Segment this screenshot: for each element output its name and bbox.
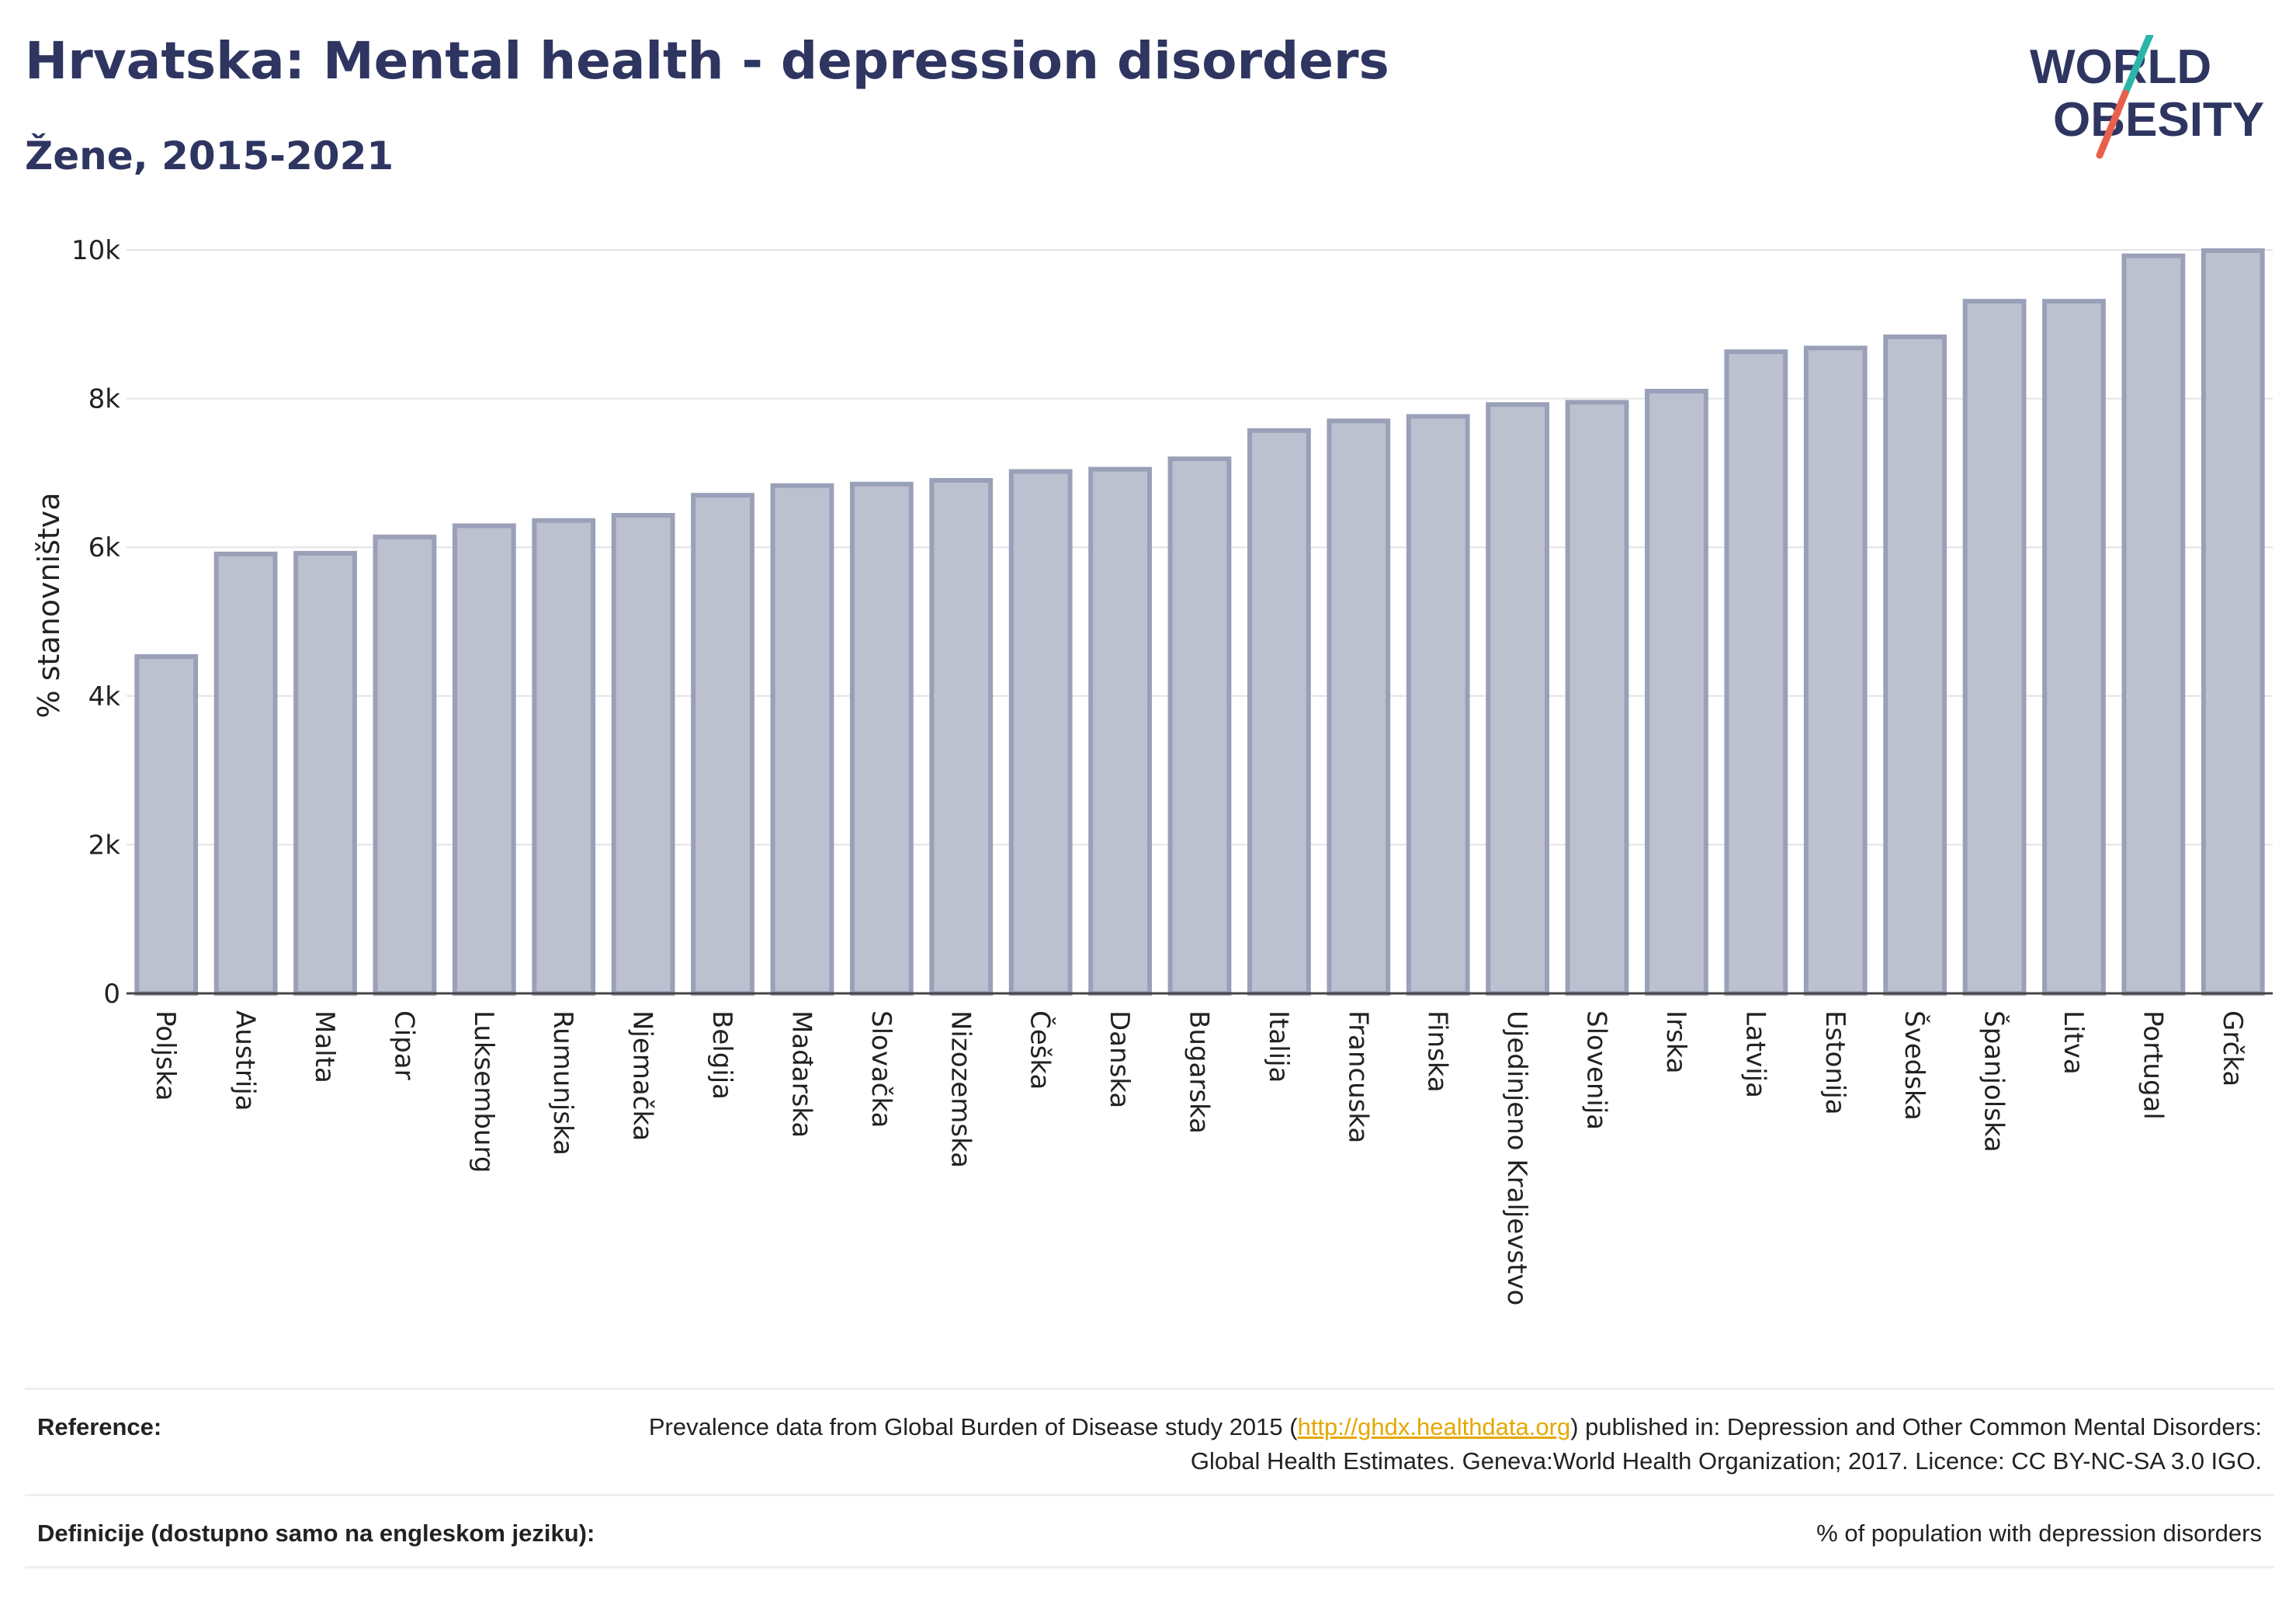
x-tick-label: Austrija: [230, 1010, 261, 1111]
world-obesity-logo: WORLD OBESITY: [2030, 35, 2264, 159]
bar: [293, 550, 357, 996]
x-tick-label: Nizozemska: [945, 1010, 976, 1168]
bar: [691, 493, 754, 996]
x-tick-label: Luksemburg: [468, 1010, 499, 1173]
y-tick-labels: 0 2k 4k 6k 8k 10k: [71, 235, 120, 1010]
reference-link[interactable]: http://ghdx.healthdata.org: [1297, 1413, 1571, 1440]
definitions-label: Definicije (dostupno samo na engleskom j…: [37, 1520, 595, 1547]
bar: [134, 654, 199, 996]
bar: [611, 513, 675, 996]
x-tick-label: Švedska: [1899, 1010, 1930, 1121]
x-tick-label: Španjolska: [1979, 1010, 2010, 1152]
bar: [1565, 400, 1629, 996]
x-tick-label: Danska: [1104, 1010, 1135, 1108]
x-tick-label: Estonija: [1819, 1010, 1850, 1115]
reference-text: Prevalence data from Global Burden of Di…: [632, 1410, 2262, 1478]
x-tick-label: Bugarska: [1184, 1010, 1215, 1134]
x-tick-label: Italija: [1263, 1010, 1294, 1083]
x-tick-label: Belgija: [706, 1010, 737, 1100]
bar: [929, 477, 994, 996]
x-tick-label: Češka: [1025, 1010, 1056, 1090]
bar: [2121, 253, 2186, 996]
x-tick-labels: Poljska Austrija Malta Cipar Luksemburg Rumun…: [150, 1010, 2248, 1305]
x-tick-label: Ujedinjeno Kraljevstvo: [1501, 1010, 1532, 1305]
x-tick-label: Latvija: [1739, 1010, 1771, 1098]
bar-chart: 0 2k 4k 6k 8k 10k Poljska Austrija Malta Cipar Lu…: [32, 235, 2273, 1305]
bar: [1645, 389, 1708, 996]
x-tick-label: Slovenija: [1581, 1010, 1612, 1130]
definitions-row: Definicije (dostupno samo na engleskom j…: [25, 1494, 2274, 1568]
x-tick-label: Litva: [2058, 1010, 2089, 1075]
y-tick-label: 2k: [88, 830, 121, 861]
y-tick-label: 8k: [88, 384, 121, 415]
x-tick-label: Mađarska: [786, 1010, 817, 1138]
x-tick-label: Rumunjska: [547, 1010, 578, 1156]
bar: [1008, 469, 1073, 996]
x-tick-label: Finska: [1422, 1010, 1453, 1093]
reference-text-before: Prevalence data from Global Burden of Di…: [648, 1413, 1298, 1440]
x-tick-label: Cipar: [388, 1010, 419, 1080]
x-tick-label: Grčka: [2217, 1010, 2248, 1087]
x-tick-label: Njemačka: [627, 1010, 658, 1141]
bar: [1803, 345, 1868, 996]
logo-slash-teal: [2121, 35, 2154, 97]
bar: [532, 518, 596, 996]
x-tick-label: Irska: [1660, 1010, 1691, 1074]
bar: [452, 523, 516, 996]
bar: [1883, 334, 1947, 996]
y-axis-label: % stanovništva: [32, 492, 66, 718]
bar: [849, 481, 914, 996]
y-tick-label: 0: [103, 979, 120, 1010]
page-title: Hrvatska: Mental health - depression dis…: [25, 31, 1389, 91]
logo-line-1: WORLD: [2030, 40, 2211, 94]
bar: [1167, 456, 1232, 996]
definitions-text: % of population with depression disorder…: [1816, 1520, 2262, 1547]
bar: [770, 483, 834, 996]
bars: [134, 248, 2265, 996]
y-tick-label: 6k: [88, 532, 121, 563]
logo-line-2: OBESITY: [2053, 93, 2264, 147]
bar: [2201, 248, 2265, 996]
x-tick-label: Francuska: [1342, 1010, 1373, 1143]
reference-text-after: ) published in: Depression and Other Com…: [1190, 1413, 2262, 1475]
bar: [1486, 402, 1550, 996]
x-tick-label: Slovačka: [865, 1010, 897, 1128]
bar: [1247, 428, 1311, 996]
x-tick-label: Poljska: [150, 1010, 181, 1101]
bar: [1724, 349, 1788, 996]
x-tick-label: Portugal: [2137, 1010, 2168, 1120]
bar: [2042, 299, 2106, 996]
y-tick-label: 10k: [71, 235, 120, 266]
page-subtitle: Žene, 2015-2021: [25, 133, 394, 178]
reference-table: Reference: Prevalence data from Global B…: [25, 1388, 2274, 1568]
x-tick-label: Malta: [309, 1010, 340, 1083]
logo-slash-red: [2096, 89, 2129, 159]
bar: [1962, 299, 2027, 996]
bar: [1327, 418, 1391, 996]
reference-label: Reference:: [37, 1413, 162, 1440]
reference-row: Reference: Prevalence data from Global B…: [25, 1388, 2274, 1494]
bar: [373, 534, 437, 996]
bar: [1406, 414, 1470, 996]
bar: [213, 551, 278, 996]
y-tick-label: 4k: [88, 681, 121, 712]
bar: [1088, 466, 1152, 996]
